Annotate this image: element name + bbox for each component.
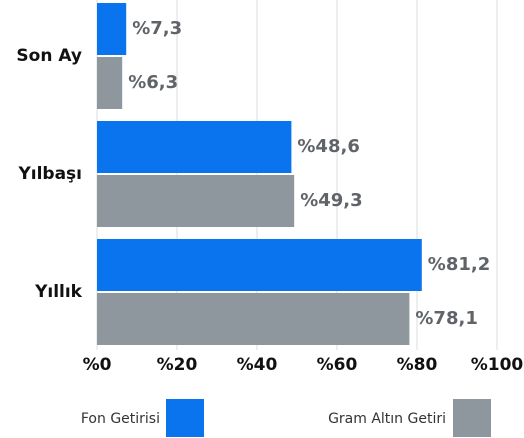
legend-label: Gram Altın Getiri	[328, 411, 446, 427]
x-tick-label: %60	[317, 355, 358, 375]
legend-label: Fon Getirisi	[81, 411, 160, 427]
bar	[97, 293, 410, 345]
value-label: %49,3	[300, 190, 362, 211]
value-label: %7,3	[132, 18, 182, 39]
value-label: %48,6	[297, 136, 359, 157]
bar	[97, 175, 295, 227]
value-label: %78,1	[415, 308, 477, 329]
legend-swatch	[453, 399, 491, 437]
bar	[97, 57, 123, 109]
value-label: %6,3	[128, 72, 178, 93]
x-tick-label: %80	[397, 355, 438, 375]
bar	[97, 239, 422, 291]
x-tick-label: %40	[237, 355, 278, 375]
x-tick-label: %0	[83, 355, 112, 375]
x-tick-label: %20	[157, 355, 198, 375]
value-label: %81,2	[428, 254, 490, 275]
bar	[97, 121, 292, 173]
x-tick-label: %100	[471, 355, 524, 375]
category-label: Son Ay	[16, 46, 82, 66]
bar	[97, 3, 127, 55]
category-label: Yılbaşı	[17, 164, 82, 184]
legend-swatch	[166, 399, 204, 437]
category-label: Yıllık	[34, 282, 83, 302]
